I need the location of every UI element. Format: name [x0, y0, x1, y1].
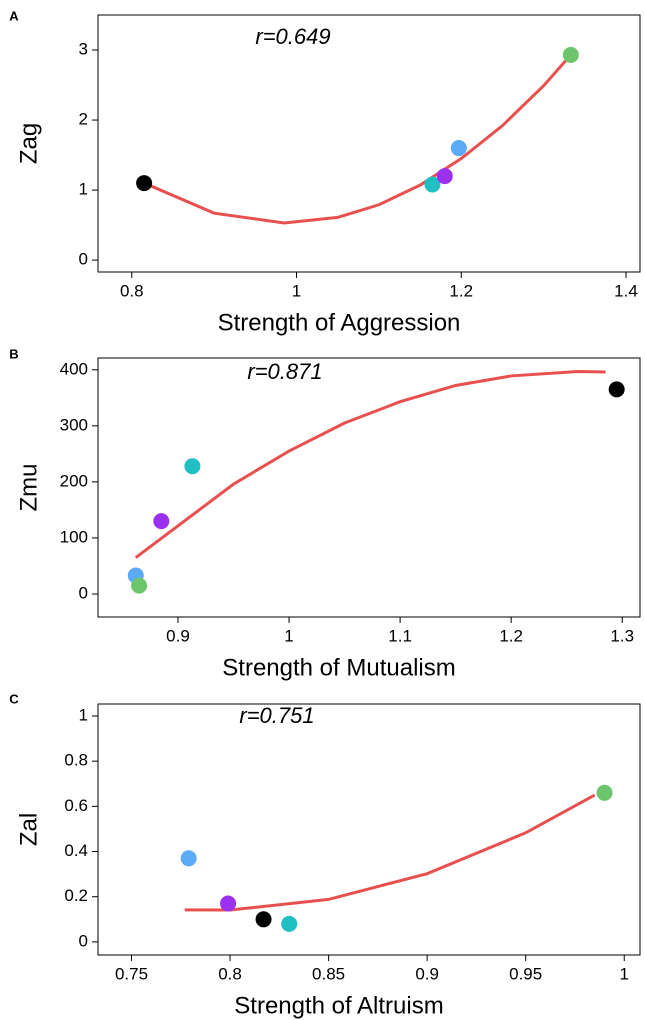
data-point	[220, 895, 237, 912]
data-point	[424, 176, 441, 193]
x-tick-label: 1.2	[449, 281, 473, 300]
x-tick-label: 0.9	[415, 964, 439, 983]
data-point	[131, 577, 148, 594]
data-point	[255, 911, 272, 928]
data-point	[450, 140, 467, 157]
x-axis-label: Strength of Mutualism	[222, 654, 455, 681]
data-point	[608, 381, 625, 398]
data-point	[136, 175, 153, 192]
plot-frame	[97, 14, 641, 273]
x-tick-label: 1	[619, 964, 628, 983]
data-point	[180, 850, 197, 867]
x-tick-label: 1.4	[614, 281, 638, 300]
y-tick-label: 0	[79, 931, 88, 950]
plot-frame	[97, 357, 641, 618]
x-tick-label: 1.3	[610, 626, 634, 645]
x-tick-label: 0.8	[120, 281, 144, 300]
y-axis-label: Zal	[15, 813, 42, 846]
y-axis-label: Zag	[15, 123, 42, 164]
y-tick-label: 100	[60, 527, 88, 546]
x-tick-label: 1	[292, 281, 301, 300]
x-tick-label: 1	[284, 626, 293, 645]
y-tick-label: 0.2	[64, 886, 88, 905]
y-tick-label: 1	[79, 705, 88, 724]
x-tick-label: 0.75	[115, 964, 148, 983]
x-tick-label: 0.95	[509, 964, 542, 983]
data-point	[281, 915, 298, 932]
panel-label: C	[9, 691, 19, 706]
x-tick-label: 0.9	[166, 626, 190, 645]
y-tick-label: 2	[79, 110, 88, 129]
panel-label: B	[9, 346, 18, 361]
x-tick-label: 0.8	[218, 964, 242, 983]
plot-frame	[97, 703, 641, 956]
data-point	[184, 458, 201, 475]
y-tick-label: 3	[79, 39, 88, 58]
x-tick-label: 1.1	[388, 626, 412, 645]
fit-line	[184, 793, 596, 912]
x-axis-label: Strength of Aggression	[218, 309, 461, 336]
panel-label: A	[9, 8, 19, 23]
x-tick-label: 0.85	[312, 964, 345, 983]
y-tick-label: 1	[79, 180, 88, 199]
y-tick-label: 0	[79, 250, 88, 269]
y-tick-label: 0.4	[64, 841, 88, 860]
y-tick-label: 0.6	[64, 796, 88, 815]
data-point	[436, 168, 453, 185]
data-point	[596, 784, 613, 801]
y-tick-label: 0.8	[64, 751, 88, 770]
data-point	[153, 513, 170, 530]
annotation: r=0.871	[247, 359, 322, 384]
y-tick-label: 400	[60, 359, 88, 378]
x-axis-label: Strength of Altruism	[234, 992, 443, 1019]
fit-line	[134, 369, 606, 559]
fit-line	[143, 53, 572, 225]
annotation: r=0.649	[255, 24, 330, 49]
y-tick-label: 0	[79, 583, 88, 602]
y-tick-label: 200	[60, 471, 88, 490]
y-tick-label: 300	[60, 415, 88, 434]
data-point	[562, 46, 579, 63]
x-tick-label: 1.2	[499, 626, 523, 645]
annotation: r=0.751	[239, 703, 314, 728]
y-axis-label: Zmu	[15, 464, 42, 512]
